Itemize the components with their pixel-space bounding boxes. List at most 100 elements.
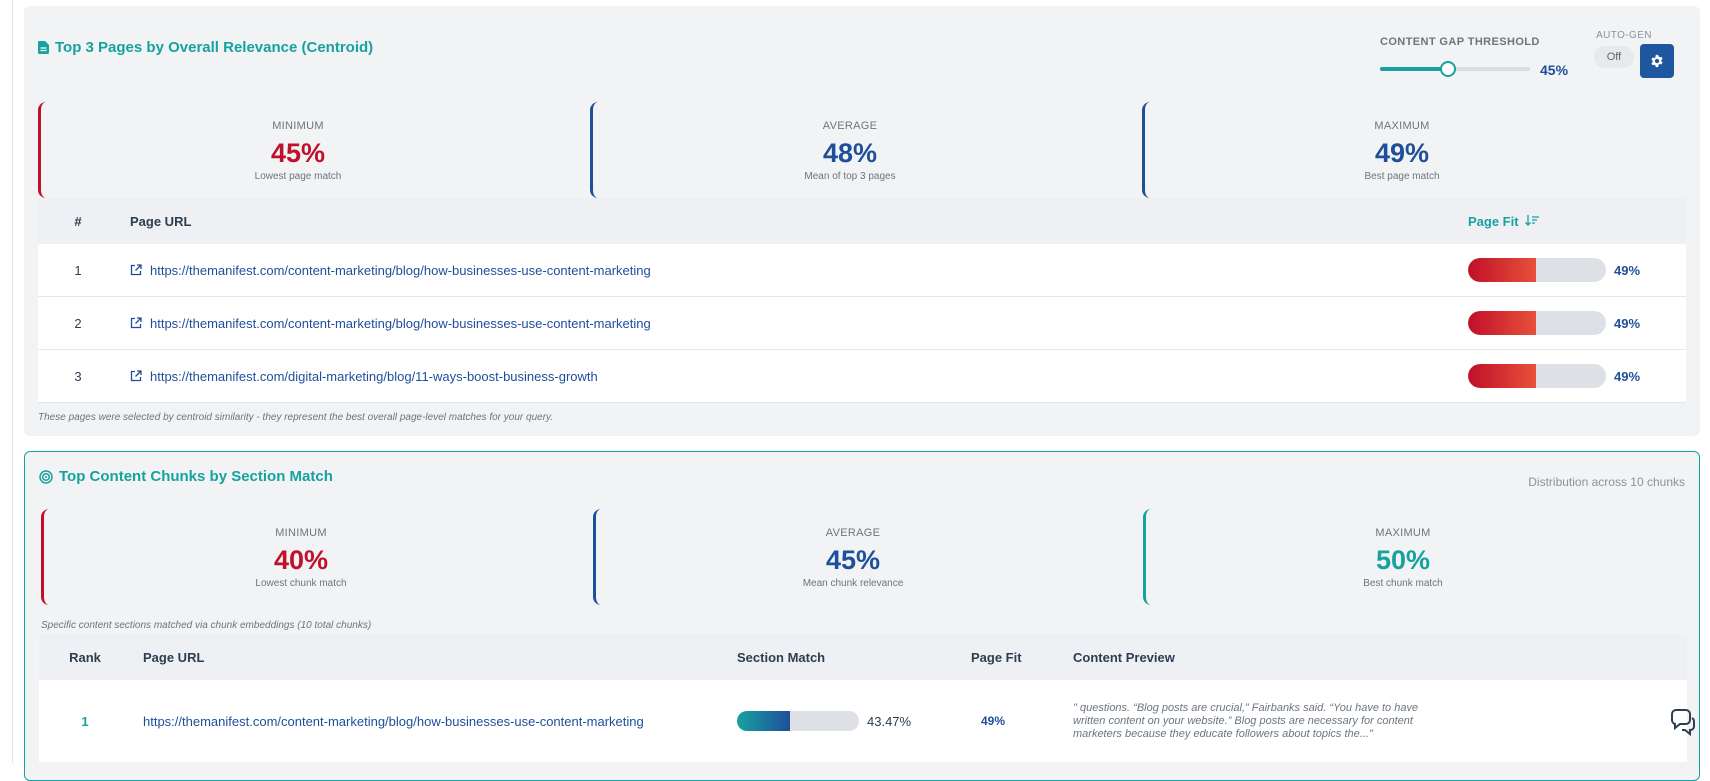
content-chunks-table: Rank Page URL Section Match Page Fit Con… bbox=[39, 634, 1687, 762]
page-fit-bar bbox=[1468, 311, 1606, 335]
page-url-link[interactable]: https://themanifest.com/content-marketin… bbox=[150, 315, 651, 331]
stat-label: MAXIMUM bbox=[1375, 527, 1431, 539]
panel-title-text: Top Content Chunks by Section Match bbox=[59, 468, 333, 485]
external-link-icon[interactable] bbox=[130, 264, 142, 276]
gear-icon bbox=[1651, 54, 1663, 68]
table-row: 1 https://themanifest.com/content-market… bbox=[39, 680, 1687, 762]
stat-sub: Mean chunk relevance bbox=[802, 578, 904, 589]
stat-average: AVERAGE 48% Mean of top 3 pages bbox=[590, 102, 1110, 198]
stat-minimum: MINIMUM 40% Lowest chunk match bbox=[41, 509, 561, 605]
chunk-stats: MINIMUM 40% Lowest chunk match AVERAGE 4… bbox=[39, 509, 1699, 605]
page-fit-fill bbox=[1468, 364, 1536, 388]
top-pages-panel: Top 3 Pages by Overall Relevance (Centro… bbox=[24, 6, 1700, 436]
header-section-match: Section Match bbox=[737, 649, 826, 665]
header-num: # bbox=[74, 213, 82, 229]
content-chunks-panel: Top Content Chunks by Section Match Dist… bbox=[24, 451, 1700, 781]
stat-value: 45% bbox=[825, 545, 881, 575]
chat-bubble-icon[interactable] bbox=[1666, 706, 1698, 738]
stat-value: 45% bbox=[270, 138, 326, 168]
header-fit-label: Page Fit bbox=[1468, 213, 1519, 229]
stat-accent bbox=[38, 102, 46, 198]
header-url: Page URL bbox=[143, 649, 205, 665]
top-pages-table: # Page URL Page Fit 1 https://themanifes… bbox=[38, 198, 1686, 403]
header-url: Page URL bbox=[118, 214, 1468, 229]
stat-accent bbox=[1143, 509, 1151, 605]
header-content-preview: Content Preview bbox=[1073, 649, 1175, 665]
settings-button[interactable] bbox=[1640, 44, 1674, 78]
stat-value: 50% bbox=[1375, 545, 1431, 575]
threshold-value: 45% bbox=[1540, 62, 1569, 78]
auto-gen: AUTO-GEN Off bbox=[1594, 30, 1654, 68]
stat-sub: Lowest page match bbox=[254, 171, 342, 182]
stat-maximum: MAXIMUM 50% Best chunk match bbox=[1143, 509, 1663, 605]
panel-title: Top Content Chunks by Section Match bbox=[39, 468, 333, 485]
stat-average: AVERAGE 45% Mean chunk relevance bbox=[593, 509, 1113, 605]
table-header: # Page URL Page Fit bbox=[38, 198, 1686, 244]
section-match-fill bbox=[737, 711, 791, 731]
section-match-bar bbox=[737, 711, 859, 731]
target-icon bbox=[39, 469, 53, 484]
page-url-link[interactable]: https://themanifest.com/digital-marketin… bbox=[150, 368, 598, 384]
row-num: 2 bbox=[74, 315, 82, 331]
sort-desc-icon bbox=[1524, 215, 1539, 226]
section-match-value: 43.47% bbox=[867, 713, 912, 729]
table-row: 2 https://themanifest.com/content-market… bbox=[38, 297, 1686, 350]
auto-gen-toggle[interactable]: Off bbox=[1594, 46, 1634, 68]
stat-value: 40% bbox=[273, 545, 329, 575]
stat-label: MINIMUM bbox=[275, 527, 327, 539]
page-fit-bar bbox=[1468, 364, 1606, 388]
content-gap-threshold: CONTENT GAP THRESHOLD 45% bbox=[1380, 36, 1570, 78]
stat-sub: Lowest chunk match bbox=[255, 578, 347, 589]
threshold-label: CONTENT GAP THRESHOLD bbox=[1380, 36, 1540, 48]
header-url-label: Page URL bbox=[130, 213, 192, 229]
row-num: 1 bbox=[74, 262, 82, 278]
stat-maximum: MAXIMUM 49% Best page match bbox=[1142, 102, 1662, 198]
content-preview: " questions. “Blog posts are crucial,” F… bbox=[1073, 701, 1419, 740]
stat-value: 48% bbox=[822, 138, 878, 168]
panel-title-text: Top 3 Pages by Overall Relevance (Centro… bbox=[55, 39, 374, 56]
distribution-note: Distribution across 10 chunks bbox=[1528, 475, 1685, 489]
page-fit-fill bbox=[1468, 258, 1536, 282]
stat-accent bbox=[590, 102, 598, 198]
stat-accent bbox=[41, 509, 49, 605]
header-page-fit-sort[interactable]: Page Fit bbox=[1468, 214, 1686, 229]
page-divider bbox=[12, 0, 13, 763]
stat-sub: Mean of top 3 pages bbox=[804, 171, 896, 182]
header-rank: Rank bbox=[69, 649, 101, 665]
document-icon bbox=[38, 41, 49, 54]
auto-gen-label: AUTO-GEN bbox=[1596, 30, 1652, 41]
page-fit-fill bbox=[1468, 311, 1536, 335]
stat-sub: Best page match bbox=[1364, 171, 1440, 182]
stat-value: 49% bbox=[1374, 138, 1430, 168]
panel-title: Top 3 Pages by Overall Relevance (Centro… bbox=[38, 39, 373, 56]
stat-minimum: MINIMUM 45% Lowest page match bbox=[38, 102, 558, 198]
page-fit-value: 49% bbox=[981, 714, 1006, 728]
stat-label: AVERAGE bbox=[825, 527, 881, 539]
stat-accent bbox=[1142, 102, 1150, 198]
chunk-note: Specific content sections matched via ch… bbox=[41, 620, 372, 631]
page-stats: MINIMUM 45% Lowest page match AVERAGE 48… bbox=[38, 102, 1698, 198]
slider-fill bbox=[1380, 67, 1448, 71]
header-page-fit: Page Fit bbox=[971, 649, 1022, 665]
chunk-url-link[interactable]: https://themanifest.com/content-marketin… bbox=[143, 713, 644, 729]
row-num: 3 bbox=[74, 368, 82, 384]
row-rank: 1 bbox=[81, 713, 89, 729]
page-fit-value: 49% bbox=[1614, 368, 1641, 384]
slider-handle[interactable] bbox=[1439, 61, 1456, 77]
stat-label: MINIMUM bbox=[272, 120, 324, 132]
external-link-icon[interactable] bbox=[130, 370, 142, 382]
chunk-url-cell: https://themanifest.com/content-marketin… bbox=[131, 714, 737, 729]
table-header: Rank Page URL Section Match Page Fit Con… bbox=[39, 634, 1687, 680]
page-fit-value: 49% bbox=[1614, 262, 1641, 278]
stat-accent bbox=[593, 509, 601, 605]
page-fit-value: 49% bbox=[1614, 315, 1641, 331]
table-row: 1 https://themanifest.com/content-market… bbox=[38, 244, 1686, 297]
stat-label: AVERAGE bbox=[822, 120, 878, 132]
stat-label: MAXIMUM bbox=[1374, 120, 1430, 132]
stat-sub: Best chunk match bbox=[1363, 578, 1443, 589]
page-url-link[interactable]: https://themanifest.com/content-marketin… bbox=[150, 262, 651, 278]
external-link-icon[interactable] bbox=[130, 317, 142, 329]
page-fit-bar bbox=[1468, 258, 1606, 282]
table-row: 3 https://themanifest.com/digital-market… bbox=[38, 350, 1686, 403]
selection-note: These pages were selected by centroid si… bbox=[38, 412, 554, 423]
